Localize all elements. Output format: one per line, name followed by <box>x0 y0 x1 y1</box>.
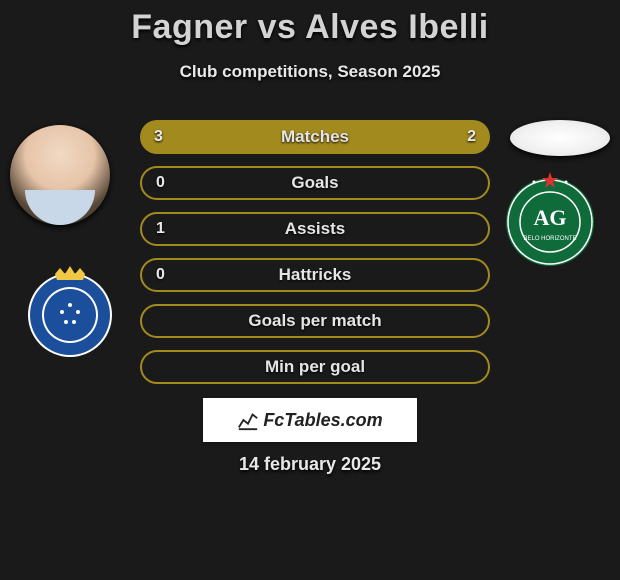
comparison-infographic: Fagner vs Alves Ibelli Club competitions… <box>0 0 620 580</box>
stat-row-matches: 3 Matches 2 <box>140 120 490 154</box>
stat-label: Goals per match <box>142 311 488 331</box>
stat-left-value: 0 <box>156 266 165 284</box>
stat-left-value: 1 <box>156 220 165 238</box>
svg-text:BELO HORIZONTE: BELO HORIZONTE <box>523 236 576 242</box>
stat-left-value: 0 <box>156 174 165 192</box>
infographic-date: 14 february 2025 <box>0 454 620 475</box>
chart-icon <box>237 409 259 431</box>
watermark-text: FcTables.com <box>263 410 382 431</box>
page-subtitle: Club competitions, Season 2025 <box>0 62 620 82</box>
stat-left-value: 3 <box>154 128 163 146</box>
club-right-badge: AG BELO HORIZONTE <box>500 170 600 270</box>
stat-label: Hattricks <box>142 265 488 285</box>
player-right-avatar <box>510 120 610 156</box>
page-title: Fagner vs Alves Ibelli <box>0 8 620 47</box>
watermark-badge: FcTables.com <box>203 398 417 442</box>
stat-row-goals: 0 Goals <box>140 166 490 200</box>
club-left-badge <box>20 260 120 360</box>
stat-row-mpg: Min per goal <box>140 350 490 384</box>
stat-label: Goals <box>142 173 488 193</box>
stat-row-gpm: Goals per match <box>140 304 490 338</box>
stat-label: Assists <box>142 219 488 239</box>
stat-label: Matches <box>140 127 490 147</box>
svg-text:AG: AG <box>534 205 567 230</box>
stat-row-assists: 1 Assists <box>140 212 490 246</box>
stat-right-value: 2 <box>467 128 476 146</box>
player-left-avatar <box>10 125 110 225</box>
stat-row-hattricks: 0 Hattricks <box>140 258 490 292</box>
stat-label: Min per goal <box>142 357 488 377</box>
stat-bars: 3 Matches 2 0 Goals 1 Assists 0 Hattrick… <box>140 120 490 396</box>
